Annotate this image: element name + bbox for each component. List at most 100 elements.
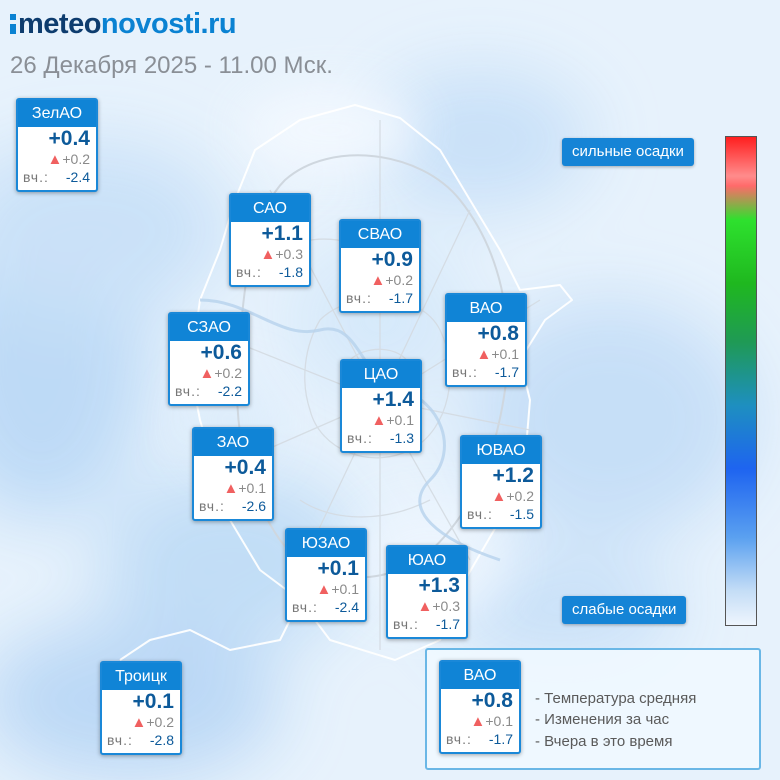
district-yesterday: вч.: -2.4 [287,598,365,616]
district-card-troitsk: Троицк +0.1 ▲+0.2 вч.: -2.8 [100,661,182,755]
yesterday-value: -2.8 [149,732,174,748]
district-yesterday: вч.: -2.6 [194,497,272,515]
triangle-up-icon: ▲ [476,346,492,363]
district-card-yuao: ЮАО +1.3 ▲+0.3 вч.: -1.7 [386,545,468,639]
yesterday-value: -1.3 [389,430,414,446]
district-name: ЗелАО [18,100,96,127]
change-value: +0.1 [485,713,513,729]
district-name: ВАО [441,662,519,689]
district-temp: +0.4 [48,127,90,150]
logo-mark-icon [10,14,16,34]
district-change: ▲+0.1 [287,581,365,598]
triangle-up-icon: ▲ [131,714,147,731]
district-card-sao: САО +1.1 ▲+0.3 вч.: -1.8 [229,193,311,287]
yesterday-value: -2.4 [65,169,90,185]
change-value: +0.3 [432,598,460,614]
district-temp: +0.8 [471,689,513,712]
district-name: ЮАО [388,547,466,574]
district-change: ▲+0.1 [447,346,525,363]
district-yesterday: вч.: -1.7 [388,615,466,633]
forecast-timestamp: 26 Декабря 2025 - 11.00 Мск. [10,52,333,79]
brand-part2: novosti.ru [100,8,237,40]
district-name: СВАО [341,221,419,248]
district-name: САО [231,195,309,222]
district-change: ▲+0.3 [388,598,466,615]
yesterday-label: вч.: [452,364,478,380]
yesterday-label: вч.: [292,599,318,615]
yesterday-label: вч.: [393,616,419,632]
triangle-up-icon: ▲ [316,581,332,598]
yesterday-label: вч.: [236,264,262,280]
district-card-szao: СЗАО +0.6 ▲+0.2 вч.: -2.2 [168,312,250,406]
district-change: ▲+0.2 [341,272,419,289]
legend-example-card: ВАО +0.8 ▲+0.1 вч.: -1.7 [439,660,521,754]
district-temp: +0.6 [200,341,242,364]
district-name: ЮВАО [462,437,540,464]
change-value: +0.2 [62,151,90,167]
yesterday-value: -2.6 [241,498,266,514]
district-yesterday: вч.: -1.3 [342,429,420,447]
legend-item-yesterday: - Вчера в это время [535,733,673,750]
district-card-svao: СВАО +0.9 ▲+0.2 вч.: -1.7 [339,219,421,313]
district-name: ВАО [447,295,525,322]
triangle-up-icon: ▲ [370,272,386,289]
change-value: +0.2 [214,365,242,381]
change-value: +0.3 [275,246,303,262]
legend-item-hourly-change: - Изменения за час [535,711,670,728]
district-yesterday: вч.: -2.8 [102,731,180,749]
yesterday-label: вч.: [23,169,49,185]
scale-label-heavy: сильные осадки [562,138,694,166]
yesterday-value: -1.7 [435,616,460,632]
district-temp: +1.1 [261,222,303,245]
district-yesterday: вч.: -1.5 [462,505,540,523]
yesterday-value: -1.7 [388,290,413,306]
district-temp: +1.4 [372,388,414,411]
district-change: ▲+0.2 [170,365,248,382]
district-name: ЮЗАО [287,530,365,557]
change-value: +0.1 [238,480,266,496]
change-value: +0.1 [386,412,414,428]
yesterday-value: -1.7 [488,731,513,747]
district-temp: +0.1 [317,557,359,580]
district-change: ▲+0.1 [441,713,519,730]
district-change: ▲+0.1 [194,480,272,497]
district-name: СЗАО [170,314,248,341]
triangle-up-icon: ▲ [47,151,63,168]
triangle-up-icon: ▲ [260,246,276,263]
district-change: ▲+0.2 [102,714,180,731]
district-yesterday: вч.: -2.4 [18,168,96,186]
yesterday-value: -2.4 [334,599,359,615]
district-card-yuzao: ЮЗАО +0.1 ▲+0.1 вч.: -2.4 [285,528,367,622]
legend-item-average-temp: - Температура средняя [535,690,697,707]
triangle-up-icon: ▲ [223,480,239,497]
district-change: ▲+0.1 [342,412,420,429]
district-temp: +1.3 [418,574,460,597]
yesterday-label: вч.: [467,506,493,522]
brand-part1: meteo [18,8,101,40]
yesterday-label: вч.: [107,732,133,748]
yesterday-value: -1.7 [494,364,519,380]
yesterday-value: -2.2 [217,383,242,399]
yesterday-label: вч.: [446,731,472,747]
change-value: +0.2 [385,272,413,288]
change-value: +0.1 [491,346,519,362]
district-card-vao: ВАО +0.8 ▲+0.1 вч.: -1.7 [445,293,527,387]
yesterday-value: -1.8 [278,264,303,280]
district-change: ▲+0.3 [231,246,309,263]
brand-logo: meteonovosti.ru [10,8,237,41]
district-card-zao: ЗАО +0.4 ▲+0.1 вч.: -2.6 [192,427,274,521]
district-temp: +0.4 [224,456,266,479]
change-value: +0.2 [506,488,534,504]
district-change: ▲+0.2 [18,151,96,168]
triangle-up-icon: ▲ [491,488,507,505]
district-yesterday: вч.: -1.7 [441,730,519,748]
district-card-zelao: ЗелАО +0.4 ▲+0.2 вч.: -2.4 [16,98,98,192]
triangle-up-icon: ▲ [417,598,433,615]
scale-label-light: слабые осадки [562,596,687,624]
yesterday-label: вч.: [199,498,225,514]
triangle-up-icon: ▲ [371,412,387,429]
yesterday-value: -1.5 [509,506,534,522]
district-card-cao: ЦАО +1.4 ▲+0.1 вч.: -1.3 [340,359,422,453]
district-yesterday: вч.: -2.2 [170,382,248,400]
